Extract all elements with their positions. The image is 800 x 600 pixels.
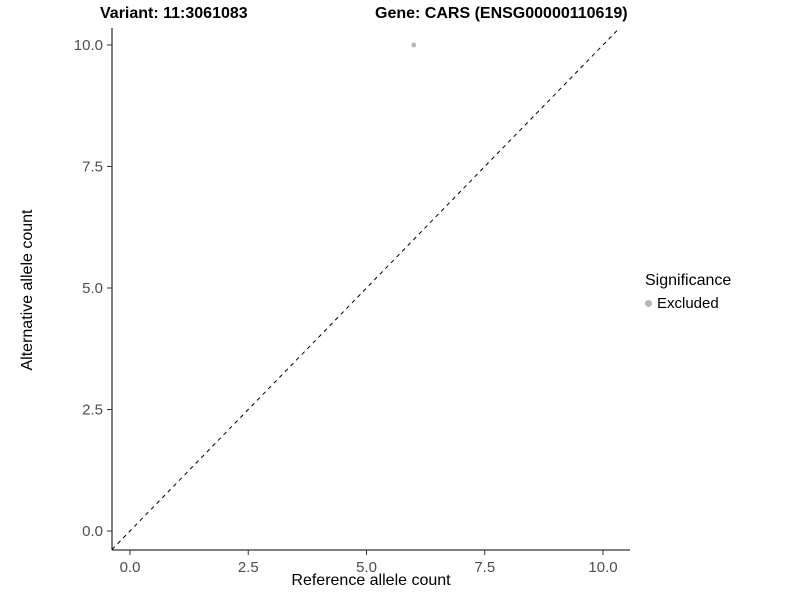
svg-text:0.0: 0.0 xyxy=(120,559,141,576)
svg-text:7.5: 7.5 xyxy=(82,159,103,176)
svg-text:7.5: 7.5 xyxy=(474,559,495,576)
x-axis-label: Reference allele count xyxy=(291,572,451,589)
svg-text:10.0: 10.0 xyxy=(588,559,617,576)
y-axis-label: Alternative allele count xyxy=(19,209,36,371)
svg-text:5.0: 5.0 xyxy=(82,280,103,297)
svg-text:0.0: 0.0 xyxy=(82,523,103,540)
chart-title-row: Variant: 11:3061083 Gene: CARS (ENSG0000… xyxy=(0,5,800,27)
legend-title: Significance xyxy=(645,272,732,289)
svg-text:10.0: 10.0 xyxy=(74,37,103,54)
chart-title-gene: Gene: CARS (ENSG00000110619) xyxy=(375,5,628,22)
legend-item-label: Excluded xyxy=(657,294,719,312)
legend-item-excluded: Excluded xyxy=(645,294,731,312)
chart-title-variant: Variant: 11:3061083 xyxy=(100,5,248,22)
legend: Significance Excluded xyxy=(645,272,731,312)
svg-text:2.5: 2.5 xyxy=(82,402,103,419)
svg-text:2.5: 2.5 xyxy=(238,559,259,576)
legend-point-icon xyxy=(645,299,652,307)
svg-text:5.0: 5.0 xyxy=(356,559,377,576)
